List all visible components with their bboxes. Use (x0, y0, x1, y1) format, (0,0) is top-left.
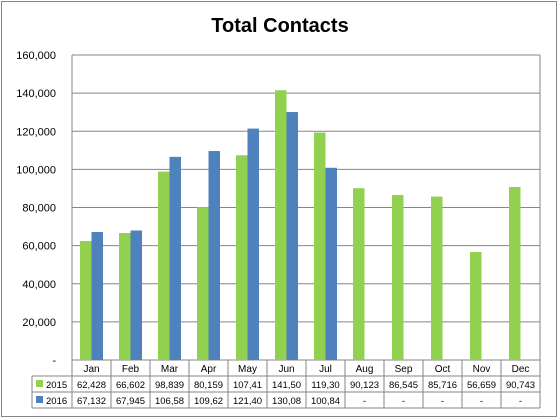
bar-2015-dec (509, 187, 521, 360)
table-cell: - (480, 396, 483, 407)
y-tick-label: 60,000 (22, 241, 56, 253)
y-tick-label: 120,000 (16, 126, 56, 138)
bar-2016-mar (169, 156, 181, 360)
chart-title: Total Contacts (211, 15, 348, 37)
bar-2015-jul (314, 132, 326, 360)
bar-2015-mar (158, 171, 170, 360)
x-tick-label: Nov (473, 364, 491, 375)
bar-2016-apr (208, 151, 220, 360)
bar-2016-jun (286, 112, 298, 360)
table-cell: 66,602 (116, 380, 145, 391)
y-tick-label: 100,000 (16, 164, 56, 176)
table-cell: - (519, 396, 522, 407)
table-cell: - (402, 396, 405, 407)
table-cell: 62,428 (77, 380, 106, 391)
table-cell: 90,743 (506, 380, 535, 391)
x-tick-label: Jan (83, 364, 99, 375)
x-tick-label: Sep (395, 364, 413, 375)
bar-2015-feb (119, 233, 131, 360)
bar-2015-may (236, 155, 248, 360)
x-tick-label: May (238, 364, 257, 375)
table-cell: - (441, 396, 444, 407)
bar-2016-may (247, 128, 259, 360)
bar-2015-aug (353, 188, 365, 360)
table-cell: 130,08 (272, 396, 301, 407)
bar-2015-sep (392, 195, 404, 360)
y-tick-label: 140,000 (16, 88, 56, 100)
bars (80, 90, 521, 360)
legend-label-2016: 2016 (46, 396, 67, 407)
y-axis-tick-labels: - 20,000 40,000 60,000 80,000 100,000 120,000 1… (16, 50, 56, 367)
bar-2016-jan (91, 232, 103, 360)
x-tick-label: Dec (512, 364, 530, 375)
table-cell: 100,84 (311, 396, 340, 407)
bar-2015-oct (431, 196, 443, 360)
y-tick-label: 80,000 (22, 203, 56, 215)
y-tick-label: 40,000 (22, 279, 56, 291)
table-cell: 109,62 (194, 396, 223, 407)
x-tick-label: Feb (122, 364, 140, 375)
bar-2015-nov (470, 251, 482, 360)
y-tick-label: 160,000 (16, 50, 56, 62)
legend-label-2015: 2015 (46, 380, 67, 391)
bar-2015-apr (197, 207, 209, 360)
table-cell: 67,132 (77, 396, 106, 407)
y-tick-label: - (52, 355, 56, 367)
table-cell: 141,50 (272, 380, 301, 391)
x-tick-label: Jul (319, 364, 332, 375)
table-cell: 119,30 (311, 380, 339, 391)
table-cell: 98,839 (155, 380, 184, 391)
x-tick-label: Apr (201, 364, 217, 375)
gridlines (71, 54, 541, 361)
bar-2015-jan (80, 240, 92, 360)
bar-2016-feb (130, 230, 142, 360)
table-cell: 67,945 (116, 396, 145, 407)
table-cell: 85,716 (428, 380, 457, 391)
legend-swatch-2016 (36, 396, 43, 403)
y-tick-label: 20,000 (22, 317, 56, 329)
bar-2015-jun (275, 90, 287, 360)
table-cell: 80,159 (194, 380, 223, 391)
table-cell: 106,58 (155, 396, 184, 407)
bar-2016-jul (325, 167, 337, 360)
table-cell: 107,41 (233, 380, 262, 391)
legend-swatch-2015 (36, 380, 43, 387)
x-tick-label: Jun (278, 364, 294, 375)
x-tick-label: Aug (356, 364, 374, 375)
table-cell: - (363, 396, 366, 407)
table-cell: 121,40 (233, 396, 262, 407)
table-cell: 86,545 (389, 380, 418, 391)
table-cell: 56,659 (467, 380, 496, 391)
x-tick-label: Mar (161, 364, 179, 375)
table-cell: 90,123 (350, 380, 379, 391)
x-tick-label: Oct (435, 364, 451, 375)
data-table: Jan Feb Mar Apr May Jun Jul Aug Sep Oct Nov Dec 2015… (31, 360, 541, 409)
